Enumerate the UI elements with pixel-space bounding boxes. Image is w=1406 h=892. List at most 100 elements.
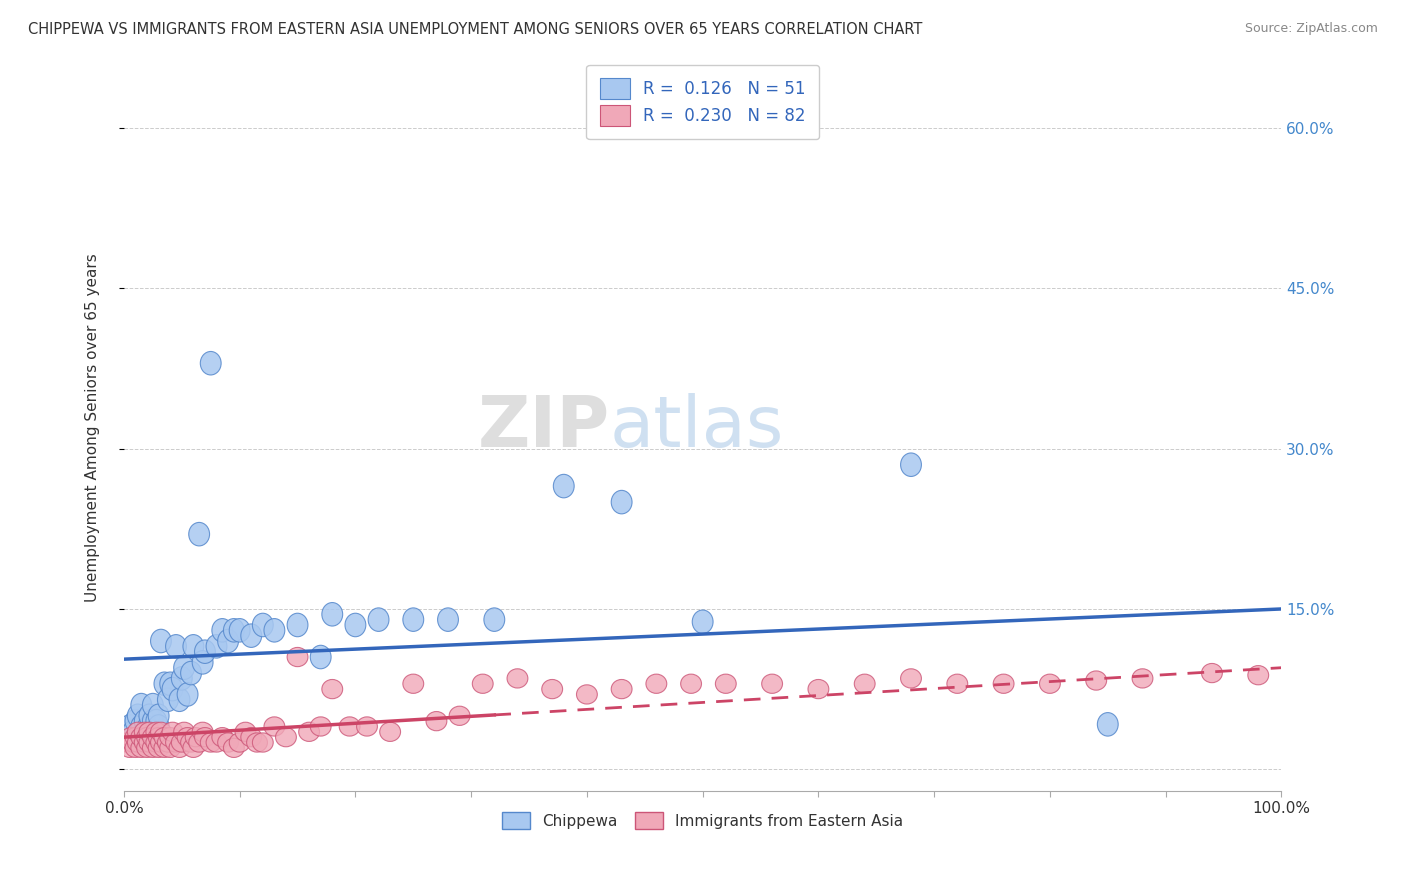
Text: CHIPPEWA VS IMMIGRANTS FROM EASTERN ASIA UNEMPLOYMENT AMONG SENIORS OVER 65 YEAR: CHIPPEWA VS IMMIGRANTS FROM EASTERN ASIA… [28, 22, 922, 37]
Ellipse shape [180, 733, 201, 752]
Ellipse shape [901, 669, 921, 688]
Ellipse shape [125, 739, 146, 757]
Ellipse shape [142, 739, 163, 757]
Ellipse shape [136, 717, 157, 740]
Ellipse shape [426, 712, 447, 731]
Ellipse shape [200, 351, 221, 375]
Ellipse shape [218, 733, 239, 752]
Ellipse shape [142, 728, 163, 747]
Ellipse shape [186, 728, 207, 747]
Ellipse shape [131, 714, 152, 739]
Ellipse shape [246, 733, 267, 752]
Ellipse shape [128, 733, 148, 752]
Ellipse shape [117, 733, 138, 752]
Ellipse shape [380, 723, 401, 741]
Ellipse shape [368, 607, 389, 632]
Ellipse shape [193, 723, 214, 741]
Ellipse shape [993, 674, 1014, 693]
Text: Source: ZipAtlas.com: Source: ZipAtlas.com [1244, 22, 1378, 36]
Ellipse shape [162, 723, 183, 741]
Ellipse shape [121, 728, 141, 747]
Ellipse shape [311, 717, 330, 736]
Ellipse shape [157, 733, 179, 752]
Ellipse shape [136, 739, 157, 757]
Ellipse shape [472, 674, 494, 693]
Ellipse shape [183, 634, 204, 658]
Ellipse shape [576, 685, 598, 704]
Ellipse shape [166, 733, 187, 752]
Ellipse shape [808, 680, 828, 698]
Ellipse shape [437, 607, 458, 632]
Ellipse shape [404, 607, 423, 632]
Ellipse shape [224, 618, 245, 642]
Ellipse shape [150, 733, 172, 752]
Ellipse shape [166, 634, 187, 658]
Ellipse shape [449, 706, 470, 725]
Ellipse shape [122, 733, 143, 752]
Ellipse shape [404, 674, 423, 693]
Ellipse shape [125, 728, 146, 747]
Ellipse shape [128, 704, 148, 728]
Ellipse shape [1085, 671, 1107, 690]
Ellipse shape [120, 739, 141, 757]
Ellipse shape [339, 717, 360, 736]
Ellipse shape [194, 728, 215, 747]
Ellipse shape [762, 674, 783, 693]
Ellipse shape [148, 714, 169, 739]
Ellipse shape [322, 602, 343, 626]
Ellipse shape [554, 475, 574, 498]
Ellipse shape [148, 704, 169, 728]
Ellipse shape [264, 717, 285, 736]
Ellipse shape [160, 728, 180, 747]
Ellipse shape [122, 720, 143, 744]
Ellipse shape [146, 709, 167, 733]
Ellipse shape [612, 680, 633, 698]
Ellipse shape [172, 733, 193, 752]
Ellipse shape [218, 629, 239, 653]
Ellipse shape [224, 739, 245, 757]
Ellipse shape [172, 666, 193, 690]
Ellipse shape [541, 680, 562, 698]
Ellipse shape [146, 723, 167, 741]
Ellipse shape [212, 728, 233, 747]
Ellipse shape [169, 739, 190, 757]
Ellipse shape [240, 728, 262, 747]
Ellipse shape [1097, 713, 1118, 736]
Ellipse shape [1202, 664, 1222, 682]
Ellipse shape [681, 674, 702, 693]
Ellipse shape [253, 613, 273, 637]
Ellipse shape [901, 453, 921, 476]
Ellipse shape [135, 723, 155, 741]
Ellipse shape [264, 618, 285, 642]
Ellipse shape [174, 656, 194, 680]
Ellipse shape [235, 723, 256, 741]
Ellipse shape [612, 491, 633, 514]
Ellipse shape [142, 709, 163, 733]
Ellipse shape [142, 693, 163, 717]
Ellipse shape [946, 674, 967, 693]
Ellipse shape [131, 728, 152, 747]
Ellipse shape [298, 723, 319, 741]
Ellipse shape [135, 709, 155, 733]
Ellipse shape [357, 717, 377, 736]
Ellipse shape [157, 688, 179, 712]
Ellipse shape [207, 733, 226, 752]
Text: atlas: atlas [610, 392, 785, 462]
Ellipse shape [131, 693, 152, 717]
Ellipse shape [177, 682, 198, 706]
Ellipse shape [128, 723, 148, 741]
Ellipse shape [146, 733, 167, 752]
Ellipse shape [148, 728, 169, 747]
Ellipse shape [276, 728, 297, 747]
Ellipse shape [169, 688, 190, 712]
Ellipse shape [188, 733, 209, 752]
Ellipse shape [1249, 665, 1268, 685]
Ellipse shape [1039, 674, 1060, 693]
Ellipse shape [287, 613, 308, 637]
Ellipse shape [229, 733, 250, 752]
Ellipse shape [174, 723, 194, 741]
Ellipse shape [229, 618, 250, 642]
Ellipse shape [193, 650, 214, 674]
Ellipse shape [131, 739, 152, 757]
Ellipse shape [200, 733, 221, 752]
